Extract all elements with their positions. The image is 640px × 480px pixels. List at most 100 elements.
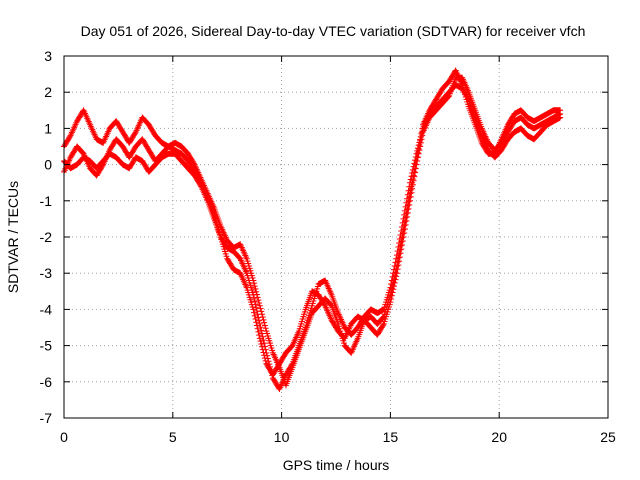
data-point xyxy=(327,301,334,308)
data-point xyxy=(405,205,412,212)
data-point xyxy=(259,314,266,321)
data-point xyxy=(99,162,106,169)
data-point xyxy=(409,179,416,186)
data-point xyxy=(190,160,197,167)
y-tick-label: 3 xyxy=(44,48,52,64)
data-point xyxy=(397,242,404,249)
data-point xyxy=(408,183,415,190)
data-point xyxy=(406,190,413,197)
data-point xyxy=(405,198,412,205)
x-tick-label: 25 xyxy=(600,429,616,445)
data-point xyxy=(256,332,263,339)
data-point xyxy=(408,189,415,196)
data-point xyxy=(557,107,564,114)
data-point xyxy=(413,157,420,164)
data-point xyxy=(66,133,73,140)
data-point xyxy=(417,137,424,144)
data-point xyxy=(396,258,403,265)
data-point xyxy=(416,147,423,154)
data-point xyxy=(404,202,411,209)
data-point xyxy=(260,336,267,343)
data-point xyxy=(252,316,259,323)
data-point xyxy=(399,238,406,245)
y-tick-label: -6 xyxy=(40,374,53,390)
data-point xyxy=(261,355,268,362)
data-point xyxy=(256,335,263,342)
data-point xyxy=(401,229,408,236)
data-points xyxy=(61,67,564,393)
data-point xyxy=(397,250,404,257)
data-point xyxy=(255,297,262,304)
data-point xyxy=(402,214,409,221)
data-point xyxy=(414,149,421,156)
data-point xyxy=(257,338,264,345)
data-point xyxy=(403,217,410,224)
data-point xyxy=(256,299,263,306)
data-point xyxy=(380,314,387,321)
data-point xyxy=(254,325,261,332)
data-point xyxy=(401,222,408,229)
y-axis-label: SDTVAR / TECUs xyxy=(5,181,21,293)
data-point xyxy=(409,176,416,183)
data-point xyxy=(393,262,400,269)
data-point xyxy=(252,285,259,292)
y-tick-label: 1 xyxy=(44,120,52,136)
data-point xyxy=(406,194,413,201)
data-point xyxy=(261,340,268,347)
data-point xyxy=(391,275,398,282)
grid xyxy=(64,56,608,418)
data-point xyxy=(262,357,269,364)
y-tick-label: 2 xyxy=(44,84,52,100)
y-tick-label: -1 xyxy=(40,193,53,209)
data-point xyxy=(256,302,263,309)
data-point xyxy=(399,234,406,241)
data-point xyxy=(407,193,414,200)
data-point xyxy=(251,298,258,305)
data-point xyxy=(395,262,402,269)
data-point xyxy=(250,277,257,284)
data-point xyxy=(389,282,396,289)
data-point xyxy=(400,234,407,240)
data-point xyxy=(260,349,267,356)
data-point xyxy=(253,291,260,298)
data-point xyxy=(417,133,424,140)
x-tick-label: 15 xyxy=(383,429,399,445)
data-point xyxy=(411,168,418,175)
data-point xyxy=(396,250,403,257)
data-point xyxy=(410,172,417,179)
data-point xyxy=(412,165,419,172)
chart-title: Day 051 of 2026, Sidereal Day-to-day VTE… xyxy=(81,23,586,39)
data-point xyxy=(395,254,402,261)
data-point xyxy=(399,242,406,249)
data-point xyxy=(259,343,266,350)
data-point xyxy=(259,346,266,353)
data-point xyxy=(416,141,423,148)
y-tick-label: -7 xyxy=(40,410,53,426)
data-point xyxy=(388,285,395,292)
data-point xyxy=(403,210,410,217)
data-point xyxy=(406,197,413,204)
data-point xyxy=(418,129,425,136)
data-point xyxy=(261,322,268,329)
data-point xyxy=(259,311,266,318)
y-tick-label: -4 xyxy=(40,301,53,317)
data-point xyxy=(391,272,398,279)
y-tick-label: -2 xyxy=(40,229,53,245)
data-point xyxy=(380,322,387,329)
data-point xyxy=(401,218,408,225)
data-point xyxy=(255,328,262,335)
data-point xyxy=(406,201,413,208)
data-point xyxy=(402,221,409,228)
data-point xyxy=(253,322,260,329)
data-point xyxy=(251,283,258,290)
series-3 xyxy=(61,67,564,389)
data-point xyxy=(404,209,411,216)
data-point xyxy=(260,316,267,323)
x-tick-label: 20 xyxy=(491,429,507,445)
data-point xyxy=(404,213,411,220)
data-point xyxy=(412,161,419,168)
data-point xyxy=(251,309,258,316)
